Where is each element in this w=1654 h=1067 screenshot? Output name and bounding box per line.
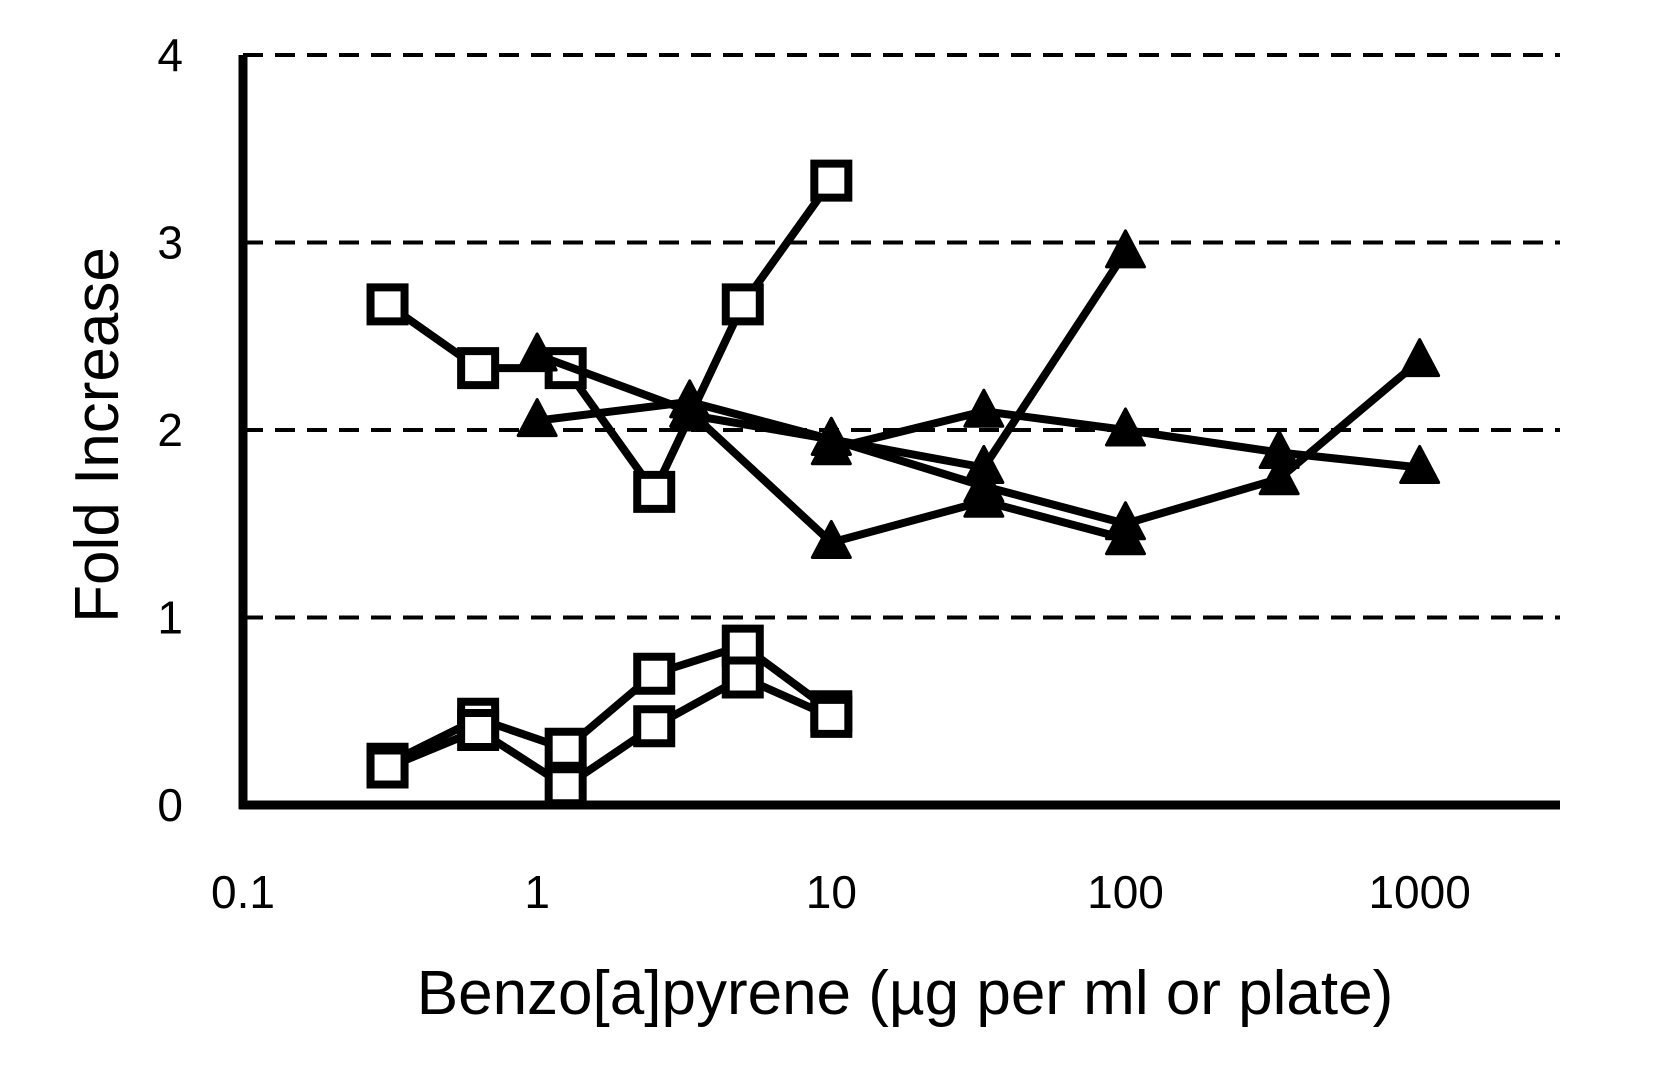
y-axis-title: Fold Increase <box>63 247 132 623</box>
data-point <box>810 159 853 202</box>
y-tick-labels: 0 1 2 3 4 <box>157 29 183 831</box>
series-line <box>385 641 834 768</box>
x-tick-label: 0.1 <box>211 866 275 918</box>
data-point <box>1104 501 1146 541</box>
data-point <box>366 746 409 789</box>
data-point <box>457 347 500 390</box>
y-tick-label: 2 <box>157 404 183 456</box>
data-point <box>810 695 853 738</box>
y-tick-label: 4 <box>157 29 183 81</box>
data-point <box>963 463 1005 503</box>
data-point <box>366 283 409 326</box>
data-point <box>1104 407 1146 447</box>
data-point <box>669 392 711 432</box>
axes <box>238 55 1560 810</box>
data-point <box>1399 338 1441 378</box>
data-point <box>633 705 676 748</box>
data-point <box>1399 445 1441 484</box>
series-layer <box>366 159 1441 808</box>
data-point <box>633 470 676 513</box>
data-point <box>516 398 558 438</box>
data-point <box>1258 430 1300 469</box>
x-tick-label: 10 <box>806 866 857 918</box>
gridlines <box>243 53 1560 620</box>
data-point <box>457 709 500 751</box>
series-6 <box>669 338 1441 541</box>
series-3 <box>366 656 853 808</box>
x-tick-labels: 0.1 1 10 100 1000 <box>211 866 1471 918</box>
data-point <box>721 656 764 699</box>
series-line <box>385 178 835 496</box>
y-tick-label: 3 <box>157 217 183 269</box>
series-7 <box>810 388 1441 484</box>
x-tick-label: 1 <box>524 866 550 918</box>
x-axis-title: Benzo[a]pyrene (µg per ml or plate) <box>417 959 1394 1028</box>
data-point <box>1258 456 1300 496</box>
x-tick-label: 100 <box>1087 866 1164 918</box>
y-tick-label: 0 <box>157 779 183 831</box>
series-1 <box>366 159 853 513</box>
data-point <box>544 765 587 808</box>
data-point <box>963 388 1005 428</box>
x-tick-label: 1000 <box>1368 866 1470 918</box>
data-point <box>516 332 558 372</box>
data-point <box>721 283 764 326</box>
data-point <box>810 520 852 559</box>
data-point <box>633 652 676 695</box>
data-point <box>810 426 852 466</box>
data-point <box>544 727 587 770</box>
data-point <box>1104 229 1146 269</box>
y-tick-label: 1 <box>157 592 183 644</box>
series-line <box>689 357 1423 528</box>
